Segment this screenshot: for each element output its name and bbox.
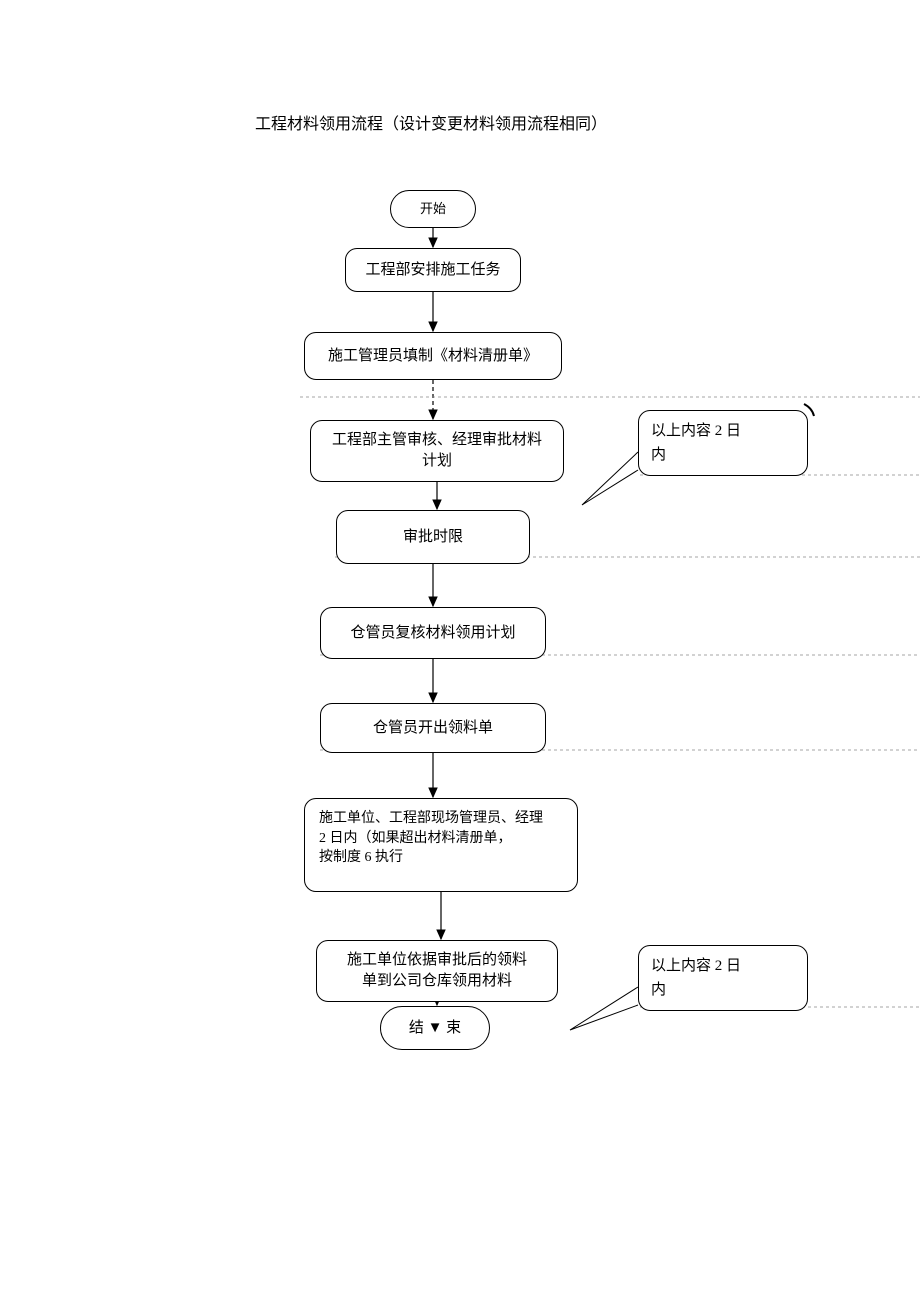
callout-c1: 以上内容 2 日内 bbox=[638, 410, 808, 476]
flow-node-n8: 施工单位依据审批后的领料单到公司仓库领用材料 bbox=[316, 940, 558, 1002]
callout-tail bbox=[570, 987, 638, 1030]
flow-node-n4: 审批时限 bbox=[336, 510, 530, 564]
flow-node-n3: 工程部主管审核、经理审批材料计划 bbox=[310, 420, 564, 482]
callout-c2: 以上内容 2 日内 bbox=[638, 945, 808, 1011]
flow-node-n6: 仓管员开出领料单 bbox=[320, 703, 546, 753]
flow-node-n2: 施工管理员填制《材料清册单》 bbox=[304, 332, 562, 380]
flow-node-n5: 仓管员复核材料领用计划 bbox=[320, 607, 546, 659]
flow-node-n1: 工程部安排施工任务 bbox=[345, 248, 521, 292]
flow-node-start: 开始 bbox=[390, 190, 476, 228]
flow-node-n7: 施工单位、工程部现场管理员、经理2 日内（如果超出材料清册单，按制度 6 执行 bbox=[304, 798, 578, 892]
flow-node-end: 结 ▼ 束 bbox=[380, 1006, 490, 1050]
callout-tail bbox=[582, 452, 638, 505]
